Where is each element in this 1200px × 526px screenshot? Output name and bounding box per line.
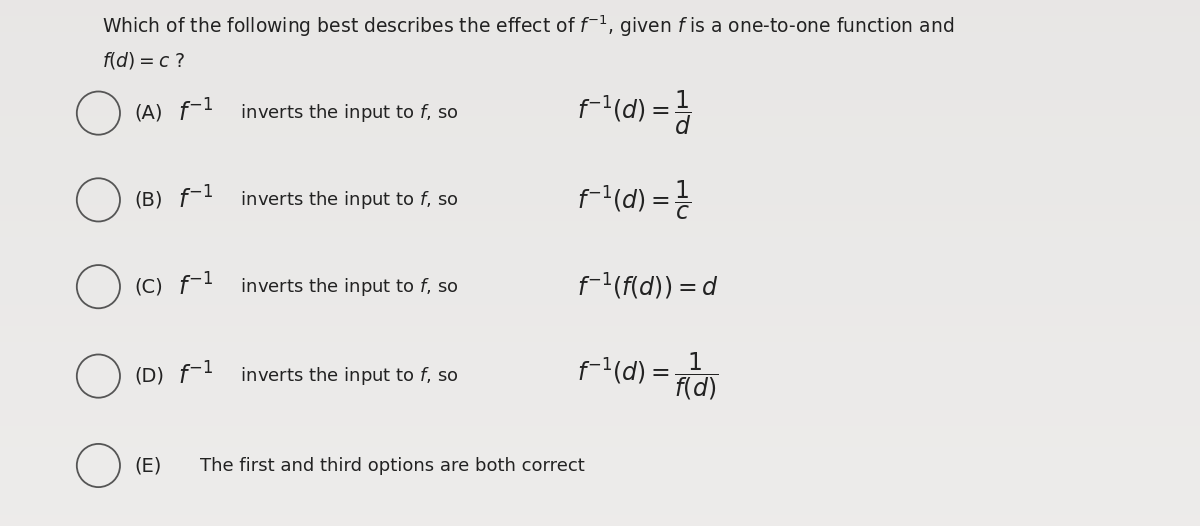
Text: (B): (B) <box>134 190 163 209</box>
Text: $f^{-1}(d) = \dfrac{1}{c}$: $f^{-1}(d) = \dfrac{1}{c}$ <box>577 178 692 221</box>
Text: $f^{-1}$: $f^{-1}$ <box>178 273 212 300</box>
Text: (C): (C) <box>134 277 163 296</box>
Text: Which of the following best describes the effect of $f^{-1}$, given $f$ is a one: Which of the following best describes th… <box>102 13 954 38</box>
Text: inverts the input to $f$, so: inverts the input to $f$, so <box>235 189 458 211</box>
Text: $f^{-1}(f(d)) = d$: $f^{-1}(f(d)) = d$ <box>577 271 719 302</box>
Text: inverts the input to $f$, so: inverts the input to $f$, so <box>235 276 458 298</box>
Text: $f(d) = c$ ?: $f(d) = c$ ? <box>102 50 185 71</box>
Text: (D): (D) <box>134 367 164 386</box>
Text: inverts the input to $f$, so: inverts the input to $f$, so <box>235 102 458 124</box>
Text: $f^{-1}$: $f^{-1}$ <box>178 186 212 214</box>
Text: (A): (A) <box>134 104 163 123</box>
Text: inverts the input to $f$, so: inverts the input to $f$, so <box>235 365 458 387</box>
Text: $f^{-1}$: $f^{-1}$ <box>178 362 212 390</box>
Text: (E): (E) <box>134 456 162 475</box>
Text: $f^{-1}$: $f^{-1}$ <box>178 99 212 127</box>
Text: $f^{-1}(d) = \dfrac{1}{f(d)}$: $f^{-1}(d) = \dfrac{1}{f(d)}$ <box>577 350 719 402</box>
Text: $f^{-1}(d) = \dfrac{1}{d}$: $f^{-1}(d) = \dfrac{1}{d}$ <box>577 89 692 137</box>
Text: The first and third options are both correct: The first and third options are both cor… <box>200 457 586 474</box>
